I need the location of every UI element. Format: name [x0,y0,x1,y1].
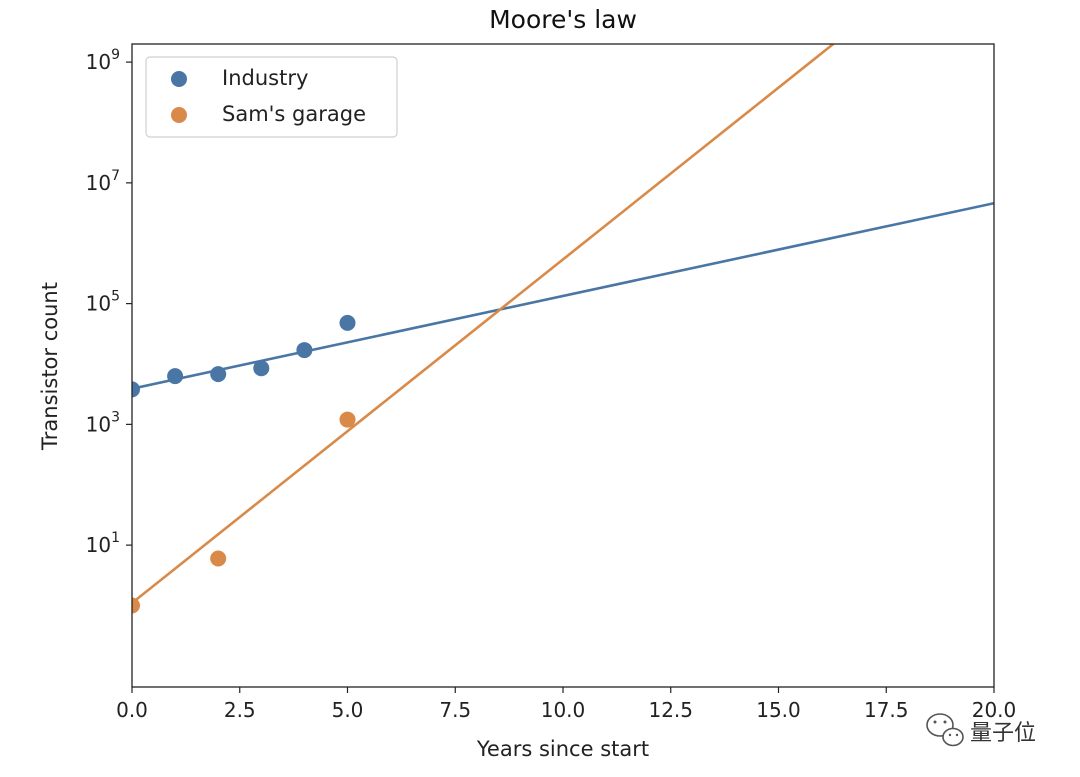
x-tick-label: 12.5 [648,698,693,722]
data-point-sams-garage [339,411,356,428]
x-tick-label: 20.0 [972,698,1017,722]
chart-title: Moore's law [489,5,637,34]
y-axis-ticks: 101 103 105 107 109 [86,47,132,557]
y-tick-label: 105 [86,289,120,316]
data-point-industry [132,381,140,398]
x-tick-label: 7.5 [439,698,471,722]
data-point-industry [296,342,313,359]
data-point-industry [339,314,356,331]
y-tick-label: 101 [86,530,120,557]
x-tick-label: 0.0 [116,698,148,722]
x-tick-label: 15.0 [756,698,801,722]
x-axis-ticks: 0.0 2.5 5.0 7.5 10.0 12.5 15.0 17.5 20.0 [116,687,1016,722]
data-point-industry [167,368,184,385]
y-tick-label: 109 [86,47,120,74]
fit-line-sams-garage [132,44,836,605]
legend-marker-sams-garage [171,107,187,123]
y-tick-label: 103 [86,409,120,436]
data-point-sams-garage [210,550,227,567]
y-axis-label: Transistor count [38,282,62,451]
fit-lines [132,44,994,605]
x-tick-label: 5.0 [332,698,364,722]
data-point-sams-garage [132,597,140,614]
wechat-logo-icon [926,713,964,747]
legend-label-sams-garage: Sam's garage [222,102,366,126]
x-tick-label: 2.5 [224,698,256,722]
data-point-industry [253,360,270,377]
x-axis-label: Years since start [476,737,649,761]
y-tick-label: 107 [86,168,120,195]
data-point-industry [210,366,227,383]
fit-line-industry [132,201,994,390]
x-tick-label: 10.0 [541,698,586,722]
x-tick-label: 17.5 [864,698,909,722]
watermark-text: 量子位 [970,721,1036,746]
data-points [132,314,356,614]
legend-label-industry: Industry [222,66,308,90]
watermark: 量子位 [926,713,1036,747]
legend-box [145,56,398,138]
legend: Industry Sam's garage [145,56,398,138]
legend-marker-industry [171,71,187,87]
